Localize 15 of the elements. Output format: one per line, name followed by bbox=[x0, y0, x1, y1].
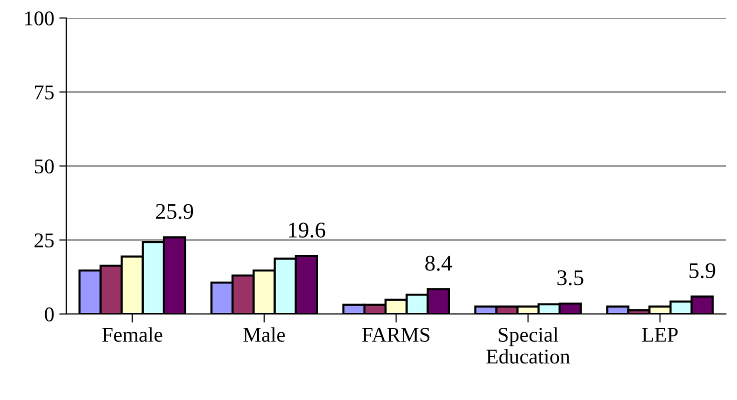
y-tick-label: 100 bbox=[25, 11, 54, 26]
data-label: 3.5 bbox=[557, 270, 584, 286]
x-tick-label: LEP bbox=[642, 328, 678, 342]
data-label: 25.9 bbox=[156, 204, 194, 220]
data-label: 5.9 bbox=[690, 263, 716, 278]
x-tick-label: Special Education bbox=[486, 327, 570, 364]
y-tick-label: 50 bbox=[34, 159, 54, 174]
data-label: 19.6 bbox=[288, 222, 326, 238]
y-tick-label: 0 bbox=[44, 307, 54, 322]
x-tick-label: Female bbox=[102, 327, 162, 342]
x-tick-label: FARMS bbox=[362, 328, 430, 342]
y-tick-label: 25 bbox=[34, 233, 54, 248]
data-label: 8.4 bbox=[425, 256, 452, 271]
y-tick-label: 75 bbox=[35, 86, 54, 100]
x-tick-label: Male bbox=[243, 327, 285, 342]
